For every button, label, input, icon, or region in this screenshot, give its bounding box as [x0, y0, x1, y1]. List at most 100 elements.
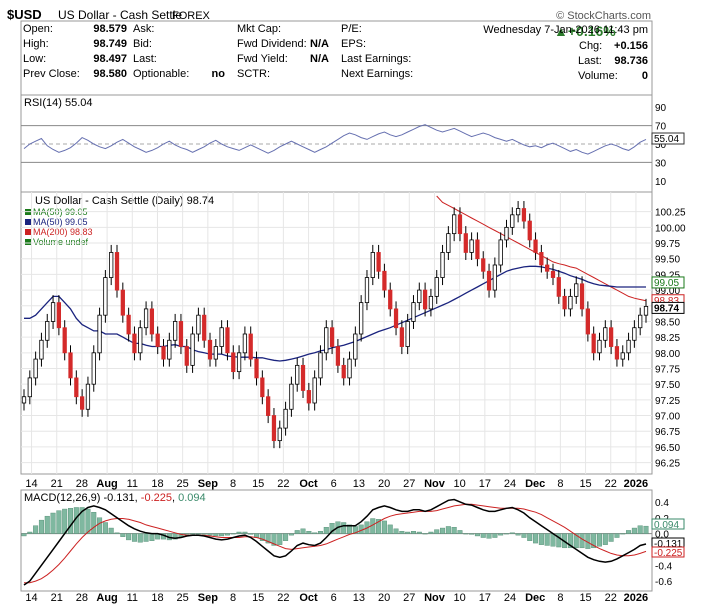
candle-body	[318, 352, 323, 379]
macd-histogram-bar	[21, 533, 27, 537]
candle-body	[388, 289, 393, 310]
candle-body	[568, 295, 573, 310]
x-tick-label: Aug	[96, 592, 117, 604]
macd-histogram-bar	[68, 508, 74, 534]
macd-histogram-bar	[376, 519, 382, 534]
x-tick-label: 6	[331, 478, 337, 490]
x-tick-label: 28	[76, 478, 88, 490]
macd-histogram-bar	[602, 533, 608, 545]
x-tick-label: 10	[454, 478, 466, 490]
candle-body	[446, 233, 451, 253]
candle-body	[248, 333, 253, 360]
candle-body	[184, 346, 189, 366]
candle-body	[486, 270, 492, 291]
price-tick-label: 98.00	[655, 349, 680, 360]
price-tick-label: 96.75	[655, 427, 680, 438]
x-tick-label: Oct	[299, 478, 318, 490]
candle-body	[585, 308, 590, 335]
bid-label: Bid:	[133, 38, 152, 50]
price-tick-label: 98.25	[655, 333, 680, 344]
x-tick-label: 8	[230, 592, 236, 604]
candle-body	[533, 239, 538, 253]
macd-histogram-bar	[50, 512, 56, 534]
macd-histogram-bar	[626, 530, 632, 534]
macd-histogram-bar	[463, 533, 469, 535]
macd-histogram-bar	[248, 533, 254, 535]
macd-histogram	[21, 507, 649, 549]
candle-body	[359, 302, 364, 335]
fwd-yield-value: N/A	[310, 53, 329, 65]
macd-tick-label: -0.6	[655, 577, 673, 588]
rsi-line	[23, 124, 647, 155]
price-tick-label: 96.50	[655, 443, 680, 454]
change-pct: ▲+0.16%	[554, 23, 616, 39]
candle-body	[202, 314, 207, 341]
macd-histogram-bar	[480, 533, 486, 538]
candle-body	[370, 252, 375, 278]
macd-histogram-bar	[643, 525, 649, 534]
candle-body	[463, 233, 468, 253]
candle-body	[626, 339, 631, 354]
macd-histogram-bar	[306, 531, 312, 534]
macd-histogram-bar	[184, 533, 190, 535]
candle-body	[114, 252, 120, 291]
macd-value-tag-text: 0.094	[654, 520, 679, 531]
candle-body	[411, 302, 416, 322]
candle-body	[550, 270, 556, 278]
candle-body	[126, 314, 131, 335]
candle-body	[143, 308, 149, 329]
macd-histogram-bar	[573, 533, 579, 549]
high-value: 98.749	[93, 38, 127, 50]
candle-body	[27, 377, 32, 398]
candle-body	[335, 346, 341, 366]
macd-histogram-bar	[405, 531, 411, 534]
fwd-dividend-label: Fwd Dividend:	[237, 38, 307, 50]
macd-histogram-bar	[149, 533, 155, 541]
price-tick-label: 96.25	[655, 459, 680, 470]
macd-histogram-bar	[352, 526, 358, 534]
macd-histogram-bar	[329, 523, 335, 534]
macd-histogram-bar	[288, 533, 294, 536]
macd-histogram-bar	[79, 507, 85, 534]
x-tick-label: Dec	[525, 592, 545, 604]
macd-histogram-bar	[85, 508, 91, 534]
x-tick-label: 22	[277, 592, 289, 604]
candle-body	[643, 305, 649, 316]
macd-histogram-bar	[323, 527, 329, 534]
candle-body	[295, 364, 300, 385]
macd-histogram-bar	[259, 533, 265, 541]
quote-header: Open: 98.579 High: 98.749 Low: 98.497 Pr…	[21, 21, 652, 96]
candle-body	[74, 377, 79, 398]
sctr-label: SCTR:	[237, 68, 270, 80]
low-value: 98.497	[93, 53, 127, 65]
x-tick-label: 21	[51, 478, 63, 490]
macd-histogram-bar	[451, 527, 457, 534]
macd-histogram-bar	[486, 533, 492, 539]
macd-histogram-bar	[91, 512, 97, 534]
macd-histogram-bar	[137, 533, 143, 543]
candle-body	[260, 377, 265, 398]
candle-body	[638, 314, 643, 329]
candle-body	[562, 295, 567, 310]
macd-histogram-bar	[277, 533, 283, 545]
macd-histogram-bar	[608, 533, 614, 542]
macd-histogram-bar	[422, 533, 428, 535]
high-label: High:	[23, 38, 49, 50]
chg-value: +0.156	[614, 40, 648, 52]
x-tick-label: 22	[605, 592, 617, 604]
candle-body	[91, 352, 96, 385]
x-tick-label: 17	[479, 478, 491, 490]
x-tick-label: 17	[479, 592, 491, 604]
datetime: Wednesday 7-Jan-2026 11:43 pm	[483, 24, 648, 36]
rsi-tick-label: 30	[655, 158, 667, 169]
x-tick-label: Sep	[198, 592, 218, 604]
macd-histogram-bar	[393, 528, 399, 534]
candle-body	[382, 270, 387, 291]
macd-tick-label: 0.0	[655, 530, 669, 541]
candle-body	[196, 314, 201, 335]
legend-swatch	[25, 239, 31, 245]
x-tick-label: Dec	[525, 478, 545, 490]
macd-histogram-bar	[219, 533, 225, 537]
brand-watermark: © StockCharts.com	[556, 10, 651, 22]
